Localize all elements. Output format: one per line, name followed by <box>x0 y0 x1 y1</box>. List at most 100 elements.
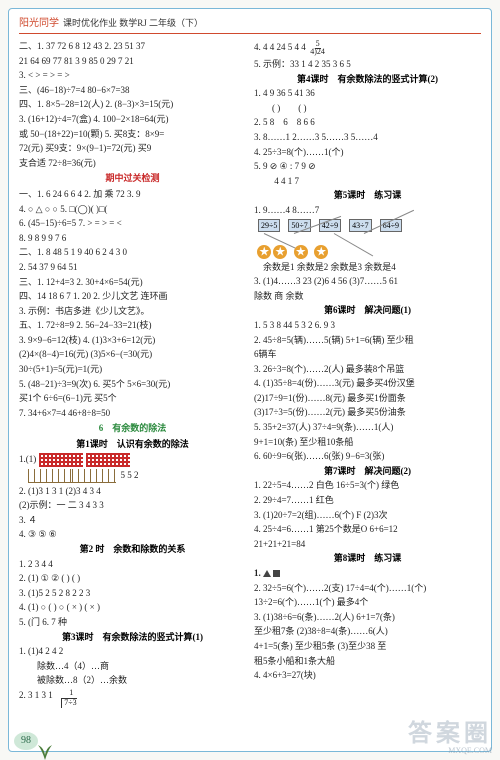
left-column: 二、1. 37 72 6 8 12 43 2. 23 51 37 21 64 6… <box>19 40 246 710</box>
s1: 4. 4 4 24 5 4 4 54)24 <box>254 40 481 56</box>
v9: 9+1=10(条) 至少租10条船 <box>254 436 481 449</box>
r3: 被除数…8（2）…余数 <box>19 674 246 687</box>
u1: 1. 9……4 8……7 <box>254 204 481 217</box>
q4: 4. (1) ○ ( ) ○ ( × ) ( × ) <box>19 601 246 614</box>
m4: 8. 9 8 9 9 7 6 <box>19 232 246 245</box>
l4: 三、(46−18)÷7=4 80−6×7=38 <box>19 84 246 97</box>
v7: (3)17÷3=5(份)……2(元) 最多买5份油条 <box>254 406 481 419</box>
l9: 支合适 72÷8=36(元) <box>19 157 246 170</box>
lesson7-title: 第7课时 解决问题(2) <box>254 465 481 478</box>
fence-icon <box>28 469 72 483</box>
m12: (2)4×(8−4)=16(元) (3)5×6−(=30(元) <box>19 348 246 361</box>
v10: 6. 60÷9=6(张)……6(张) 9−6=3(张) <box>254 450 481 463</box>
m7: 三、1. 12+4=3 2. 30+4×6=54(元) <box>19 276 246 289</box>
q3: 3. (1)5 2 5 2 8 2 2 3 <box>19 587 246 600</box>
x3: 13÷2=6(个)……1(个) 最多4个 <box>254 596 481 609</box>
l3: 3. < > = > = > <box>19 69 246 82</box>
m9: 3. 示例：书店多进《少儿文艺》。 <box>19 305 246 318</box>
w2: 2. 29÷4=7……1 红色 <box>254 494 481 507</box>
s2: 5. 示例：33 1 4 2 35 3 6 5 <box>254 58 481 71</box>
lesson2-title: 第2 时 余数和除数的关系 <box>19 543 246 556</box>
p2: 2. (1)3 1 3 1 (2)3 4 3 4 <box>19 485 246 498</box>
v1: 1. 5 3 8 44 5 3 2 6. 9 3 <box>254 319 481 332</box>
l8: 72(元) 买9支：9×(9−1)=72(元) 买9 <box>19 142 246 155</box>
lesson5-title: 第5课时 练习课 <box>254 189 481 202</box>
brand: 阳光同学 <box>19 18 59 29</box>
r4: 2. 3 1 3 1 17÷3 <box>19 689 246 708</box>
fence-icon <box>72 469 116 483</box>
x2: 2. 32÷5=6(个)……2(支) 17÷4=4(个)……1(个) <box>254 582 481 595</box>
v4: 3. 26÷3=8(个)……2(人) 最多装8个吊篮 <box>254 363 481 376</box>
unit6-title: 6 有余数的除法 <box>19 422 246 435</box>
p1: 1.(1) <box>19 453 246 467</box>
m11: 3. 9×9−6=12(枝) 4. (1)3×3+6=12(元) <box>19 334 246 347</box>
v8: 5. 35+2=37(人) 37÷4=9(条)……1(人) <box>254 421 481 434</box>
m15: 买1个 6÷6=(6−1)元 买5个 <box>19 392 246 405</box>
star-icon <box>273 245 287 259</box>
m2: 4. ○ △ ○ ○ 5. □(◯)( )□( <box>19 203 246 216</box>
m16: 7. 34+6×7=4 46+8÷8=50 <box>19 407 246 420</box>
long-division-icon: 17÷3 <box>61 689 76 708</box>
star-icon <box>314 245 328 259</box>
x5: 至少租7条 (2)38÷8=4(条)……6(人) <box>254 625 481 638</box>
v6: (2)17÷9=1(份)……8(元) 最多买1份面条 <box>254 392 481 405</box>
match-box: 29÷5 <box>258 219 280 232</box>
t4: 3. 8……1 2……3 5……3 5……4 <box>254 131 481 144</box>
q2: 2. (1) ① ② ( ) ( ) <box>19 572 246 585</box>
p3: (2)示例：一 二 3 4 3 3 <box>19 499 246 512</box>
q1: 1. 2 3 4 4 <box>19 558 246 571</box>
dot-pattern-icon <box>39 453 83 467</box>
page-header: 阳光同学课时优化作业 数学RJ 二年级（下） <box>19 17 481 34</box>
m5: 二、1. 8 48 5 1 9 40 6 2 4 3 0 <box>19 246 246 259</box>
x7: 租5条小船和1条大船 <box>254 655 481 668</box>
lesson6-title: 第6课时 解决问题(1) <box>254 304 481 317</box>
v3: 6辆车 <box>254 348 481 361</box>
fraction-icon: 54)24 <box>310 40 325 56</box>
p4: 3. ４ <box>19 514 246 527</box>
p5: 4. ③ ⑤ ⑥ <box>19 528 246 541</box>
lesson3-title: 第3课时 有余数除法的竖式计算(1) <box>19 631 246 644</box>
m8: 四、14 18 6 7 1. 20 2. 少儿文艺 连环画 <box>19 290 246 303</box>
x4: 3. (1)38÷6=6(条)……2(人) 6+1=7(条) <box>254 611 481 624</box>
w1: 1. 22÷5=4……2 白色 16÷5=3(个) 绿色 <box>254 479 481 492</box>
lesson8-title: 第8课时 练习课 <box>254 552 481 565</box>
v2: 2. 45÷8=5(辆)……5(辆) 5+1=6(辆) 至少租 <box>254 334 481 347</box>
x6: 4+1=5(条) 至少租5条 (3)至少38 至 <box>254 640 481 653</box>
subtitle: 课时优化作业 数学RJ 二年级（下） <box>63 18 203 28</box>
m14: 5. (48−21)÷3=9(次) 6. 买5个 5×6=30(元) <box>19 378 246 391</box>
x1: 1. <box>254 567 481 580</box>
l1: 二、1. 37 72 6 8 12 43 2. 23 51 37 <box>19 40 246 53</box>
w5: 21+21+21=84 <box>254 538 481 551</box>
u4: 3. (1)4……3 23 (2)6 4 56 (3)7……5 61 <box>254 275 481 288</box>
p1b: 5 5 2 <box>19 469 246 483</box>
star-icon <box>257 245 271 259</box>
t1: 1. 4 9 36 5 41 36 <box>254 87 481 100</box>
m13: 30÷(5+1)=5(元)=1(元) <box>19 363 246 376</box>
lesson1-title: 第1课时 认识有余数的除法 <box>19 438 246 451</box>
section-midterm: 期中过关检测 <box>19 172 246 185</box>
t2: ( ) ( ) <box>254 102 481 115</box>
r1: 1. (1)4 2 4 2 <box>19 645 246 658</box>
m10: 五、1. 72÷8=9 2. 56−24−33=21(枝) <box>19 319 246 332</box>
r2: 除数…4（4）…商 <box>19 660 246 673</box>
q5: 5. (门 6. 7 种 <box>19 616 246 629</box>
square-icon <box>273 570 280 577</box>
t7: 4 4 1 7 <box>254 175 481 188</box>
triangle-icon <box>263 570 271 577</box>
matching-diagram: 29÷550÷742÷943÷764÷9 <box>254 219 481 243</box>
dot-pattern-icon <box>86 453 130 467</box>
v5: 4. (1)35÷8=4(份)……3(元) 最多买4份汉堡 <box>254 377 481 390</box>
t5: 4. 25÷3=8(个)……1(个) <box>254 146 481 159</box>
l2: 21 64 69 77 81 3 9 85 0 29 7 21 <box>19 55 246 68</box>
right-column: 4. 4 4 24 5 4 4 54)24 5. 示例：33 1 4 2 35 … <box>254 40 481 710</box>
l7: 或 50−(18+22)=10(颗) 5. 买8支：8×9= <box>19 128 246 141</box>
x8: 4. 4×6+3=27(块) <box>254 669 481 682</box>
t6: 5. 9 ⊘ ④ : 7 9 ⊘ <box>254 160 481 173</box>
l5: 四、1. 8×5−28=12(人) 2. (8−3)×3=15(元) <box>19 98 246 111</box>
t3: 2. 5 8 6 8 6 6 <box>254 116 481 129</box>
watermark-url: MXQE.COM <box>448 745 492 756</box>
w4: 4. 25÷4=6……1 第25个数是O 6+6=12 <box>254 523 481 536</box>
u5: 除数 商 余数 <box>254 290 481 303</box>
m3: 6. (45−15)÷6=5 7. > = > = < <box>19 217 246 230</box>
w3: 3. (1)20÷7=2(组)……6(个) F (2)3次 <box>254 509 481 522</box>
